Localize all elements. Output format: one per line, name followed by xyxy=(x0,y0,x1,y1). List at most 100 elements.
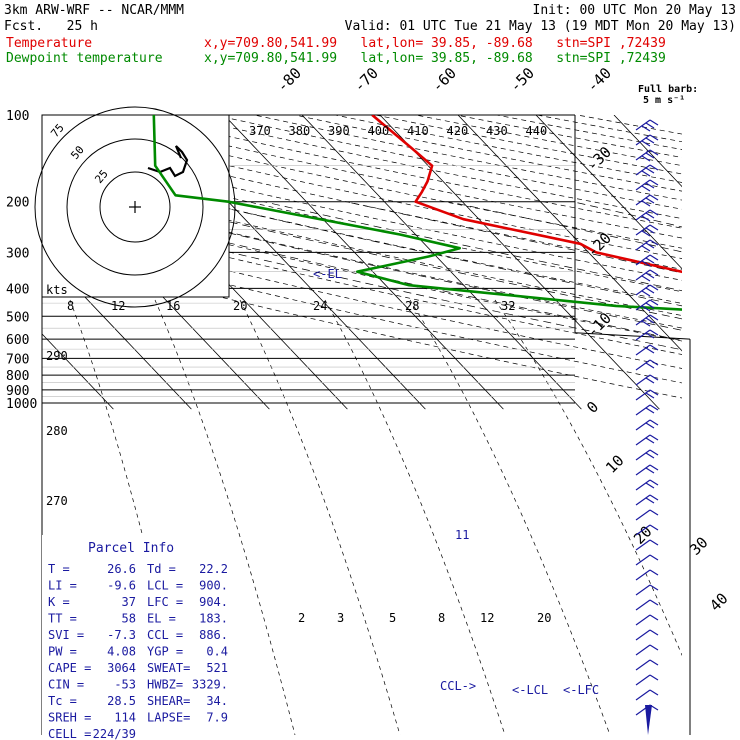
wind-barb-feather xyxy=(645,332,655,339)
wind-scale-label: 16 xyxy=(166,299,180,313)
hodograph-trace xyxy=(147,145,189,178)
parcel-row-value: 0.4 xyxy=(206,645,228,659)
wind-barb-feather xyxy=(645,467,655,474)
wind-barb-feather xyxy=(649,509,659,516)
wind-barb-feather xyxy=(649,254,659,261)
parcel-row-label: SHEAR= xyxy=(147,694,190,708)
dry-adiabat xyxy=(42,163,682,304)
pressure-label: 700 xyxy=(6,352,29,367)
wind-barb-flag xyxy=(645,705,652,735)
wind-barb-feather xyxy=(645,437,655,444)
wind-barb-feather xyxy=(649,284,659,291)
wind-barb xyxy=(635,314,651,326)
parcel-row-label: LI = xyxy=(48,579,77,593)
parcel-row-label: Tc = xyxy=(48,694,77,708)
wind-barb-feather xyxy=(645,182,655,189)
wind-barb-feather xyxy=(645,407,655,414)
parcel-row-label: SVI = xyxy=(48,628,84,642)
wind-barb-feather xyxy=(641,140,651,147)
pressure-label: 900 xyxy=(6,384,29,399)
wind-barb-feather xyxy=(645,122,655,129)
pressure-label: 600 xyxy=(6,333,29,348)
wind-barb-feather xyxy=(649,449,659,456)
wind-barb-feather xyxy=(645,227,655,234)
parcel-row-label: T = xyxy=(48,562,70,576)
isotherm-line xyxy=(42,333,114,410)
wind-barb-feather xyxy=(649,164,659,171)
wind-barb xyxy=(635,494,651,506)
wind-barb-feather xyxy=(641,290,651,297)
wind-scale-label: 12 xyxy=(111,299,125,313)
dewpoint-station-info: x,y=709.80,541.99 lat,lon= 39.85, -89.68… xyxy=(204,51,666,66)
moist-adiabat xyxy=(156,204,682,320)
wind-barb-feather xyxy=(649,359,659,366)
wind-barb-feather xyxy=(645,272,655,279)
wind-barb-feather xyxy=(645,302,655,309)
wind-scale-label: 32 xyxy=(501,299,515,313)
temperature-legend: Temperature xyxy=(6,36,93,51)
parcel-row-value: 904. xyxy=(199,595,228,609)
wind-barb-feather xyxy=(649,209,659,216)
parcel-row-label: TT = xyxy=(48,612,77,626)
wind-barb-feather xyxy=(641,125,651,132)
valid-time: Valid: 01 UTC Tue 21 May 13 (19 MDT Mon … xyxy=(344,19,736,34)
wind-barb-feather xyxy=(649,629,659,636)
parcel-row-label: LAPSE= xyxy=(147,711,190,725)
parcel-info-title: Parcel Info xyxy=(88,541,174,556)
dry-adiabat xyxy=(42,131,682,270)
wind-barb xyxy=(635,404,651,416)
wind-barb xyxy=(635,539,651,551)
wind-barb-feather xyxy=(649,554,659,561)
wind-barb-feather xyxy=(649,224,659,231)
wind-speed-isopleth xyxy=(409,299,611,735)
parcel-row-value: -53 xyxy=(114,678,136,692)
wind-barb-feather xyxy=(645,152,655,159)
wind-barb xyxy=(635,599,651,611)
wind-barb-feather xyxy=(645,242,655,249)
wind-barb xyxy=(635,224,651,236)
wind-barb xyxy=(635,329,651,341)
wind-barb xyxy=(635,434,651,446)
dry-adiabat xyxy=(335,115,682,183)
theta-label: 440 xyxy=(526,124,548,138)
el-annotation: <-EL xyxy=(313,267,342,281)
theta-label: 390 xyxy=(328,124,350,138)
theta-label: 430 xyxy=(486,124,508,138)
isotherm-line xyxy=(613,115,682,188)
wind-barb xyxy=(635,254,651,266)
ccl-annotation: CCL-> xyxy=(440,679,476,693)
parcel-row-value: 224/39 xyxy=(93,727,136,740)
wind-barb xyxy=(635,449,651,461)
wind-barb-feather xyxy=(649,464,659,471)
wind-scale-label: 24 xyxy=(313,299,327,313)
wind-barb xyxy=(635,344,651,356)
wind-barb-feather xyxy=(649,644,659,651)
parcel-row-value: 3064 xyxy=(107,661,136,675)
mixing-ratio-label: 2 xyxy=(298,611,305,625)
parcel-row-label: LCL = xyxy=(147,579,183,593)
wind-barb-feather xyxy=(649,539,659,546)
theta-label: 410 xyxy=(407,124,429,138)
parcel-marker-annotation: 11 xyxy=(455,528,469,542)
wind-barb-feather xyxy=(641,245,651,252)
wind-barb xyxy=(635,629,651,641)
wind-barb-feather xyxy=(641,215,651,222)
wind-barb-feather xyxy=(645,347,655,354)
wind-barb-feather xyxy=(641,260,651,267)
parcel-row-label: CIN = xyxy=(48,678,84,692)
parcel-info-box xyxy=(42,535,238,735)
mixing-ratio-label: 8 xyxy=(438,611,445,625)
parcel-row-label: PW = xyxy=(48,645,77,659)
barb-legend-title: Full barb: xyxy=(638,84,698,95)
moist-adiabat xyxy=(345,201,682,274)
wind-barb xyxy=(635,284,651,296)
wind-barb-feather xyxy=(641,200,651,207)
parcel-row-label: K = xyxy=(48,595,70,609)
wind-barb-feather xyxy=(649,269,659,276)
parcel-row-value: 26.6 xyxy=(107,562,136,576)
isotherm-label: -60 xyxy=(428,64,460,96)
parcel-row-value: 7.9 xyxy=(206,711,228,725)
parcel-info-table: Parcel Info T = 26.6 Td = 22.2 LI = -9.6 LCL = 9… xyxy=(42,535,238,740)
wind-scale-label: 8 xyxy=(67,299,74,313)
wind-barb-feather xyxy=(649,614,659,621)
